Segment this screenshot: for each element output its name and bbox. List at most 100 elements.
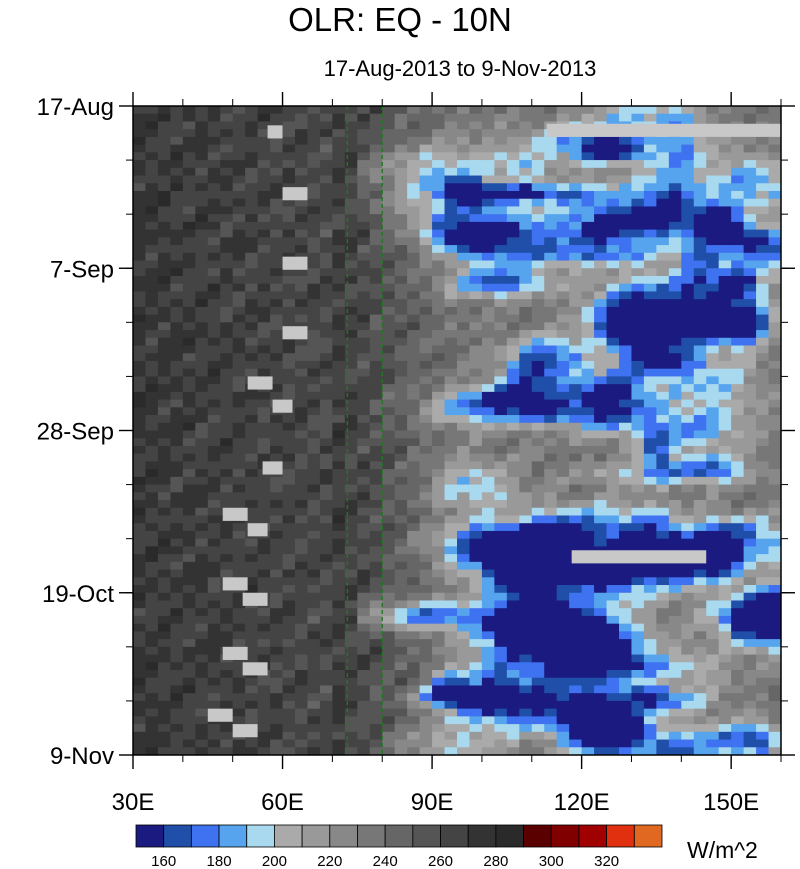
field-cell (594, 422, 608, 432)
field-cell (394, 500, 408, 509)
field-cell (481, 160, 495, 169)
field-cell (768, 577, 781, 586)
field-cell (506, 306, 520, 316)
field-cell (394, 314, 408, 323)
field-cell (295, 484, 309, 493)
field-cell (594, 144, 608, 153)
field-cell (295, 693, 309, 702)
field-cell (307, 623, 321, 632)
field-cell (207, 237, 221, 246)
missing-data-block (232, 724, 258, 738)
field-cell (594, 221, 608, 231)
field-cell (245, 646, 259, 656)
field-cell (556, 198, 570, 208)
field-cell (643, 106, 657, 115)
field-cell (594, 585, 608, 594)
field-cell (693, 515, 707, 524)
field-cell (494, 229, 508, 238)
field-cell (369, 445, 383, 455)
field-cell (656, 144, 670, 153)
field-cell (382, 646, 396, 656)
field-cell (768, 206, 781, 215)
field-cell (195, 500, 209, 509)
field-cell (394, 615, 408, 625)
field-cell (681, 152, 695, 161)
field-cell (457, 190, 471, 200)
field-cell (718, 507, 732, 517)
field-cell (207, 530, 221, 540)
field-cell (407, 724, 421, 733)
field-cell (295, 631, 309, 640)
field-cell (668, 368, 682, 378)
field-cell (681, 360, 695, 370)
field-cell (606, 152, 620, 161)
field-cell (170, 700, 184, 710)
field-cell (718, 268, 732, 277)
field-cell (357, 160, 371, 169)
field-cell (357, 724, 371, 733)
field-cell (619, 152, 633, 161)
field-cell (419, 399, 433, 408)
field-cell (295, 700, 309, 710)
field-cell (606, 685, 620, 694)
field-cell (182, 453, 196, 463)
field-cell (481, 198, 495, 208)
field-cell (245, 260, 259, 269)
field-cell (569, 453, 583, 463)
field-cell (157, 646, 171, 656)
field-cell (419, 469, 433, 478)
field-cell (195, 546, 209, 555)
field-cell (494, 546, 508, 555)
field-cell (332, 368, 346, 378)
field-cell (282, 314, 296, 323)
field-cell (394, 716, 408, 725)
field-cell (768, 214, 781, 223)
field-cell (295, 345, 309, 354)
field-cell (693, 245, 707, 254)
field-cell (407, 646, 421, 656)
field-cell (195, 608, 209, 617)
field-cell (332, 113, 346, 123)
field-cell (681, 291, 695, 300)
field-cell (506, 260, 520, 269)
field-cell (706, 229, 720, 238)
field-cell (270, 561, 284, 571)
field-cell (706, 430, 720, 439)
field-cell (207, 662, 221, 671)
field-cell (668, 268, 682, 277)
field-cell (344, 144, 358, 153)
field-cell (606, 330, 620, 339)
field-cell (756, 229, 770, 238)
field-cell (369, 391, 383, 401)
field-cell (407, 129, 421, 138)
field-cell (382, 724, 396, 733)
field-cell (519, 330, 533, 339)
field-cell (432, 569, 446, 578)
field-cell (656, 152, 670, 161)
field-cell (394, 708, 408, 717)
field-cell (569, 183, 583, 192)
field-cell (319, 275, 333, 285)
field-cell (569, 345, 583, 354)
field-cell (419, 523, 433, 532)
field-cell (232, 229, 246, 238)
field-cell (319, 330, 333, 339)
field-cell (282, 198, 296, 208)
field-cell (756, 198, 770, 208)
field-cell (257, 129, 271, 138)
field-cell (506, 646, 520, 656)
field-cell (693, 353, 707, 362)
field-cell (407, 160, 421, 169)
field-cell (768, 523, 781, 532)
field-cell (394, 252, 408, 262)
field-cell (319, 106, 333, 115)
field-cell (182, 569, 196, 578)
field-cell (332, 330, 346, 339)
field-cell (444, 368, 458, 378)
field-cell (619, 693, 633, 702)
field-cell (344, 422, 358, 432)
field-cell (756, 700, 770, 710)
field-cell (668, 422, 682, 432)
field-cell (145, 731, 159, 741)
field-cell (743, 554, 757, 563)
